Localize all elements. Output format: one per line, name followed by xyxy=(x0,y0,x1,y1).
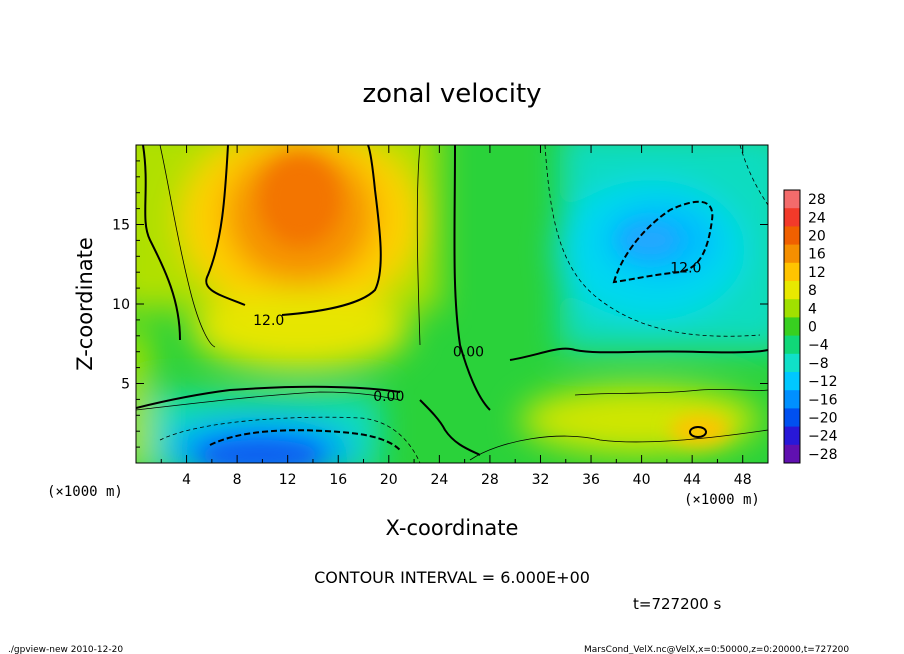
colorbar-label: 20 xyxy=(808,229,826,245)
contour-interval: CONTOUR INTERVAL = 6.000E+00 xyxy=(314,568,590,587)
colorbar-label: −8 xyxy=(808,356,829,372)
colorbar-swatch xyxy=(784,317,800,337)
colorbar: 28 24 20 16 12 8 4 0 −4 −8 −12 −16 −20 −24 −28 xyxy=(783,189,838,464)
x-tick-label: 36 xyxy=(582,472,600,488)
colorbar-label: 12 xyxy=(808,265,826,281)
x-axis: 4 8 12 16 20 24 28 32 36 40 44 48 xyxy=(160,145,752,488)
x-axis-label: X-coordinate xyxy=(386,516,519,540)
contour-label: 0.00 xyxy=(373,389,404,405)
colorbar-label: −24 xyxy=(808,429,838,445)
y-tick-label: 10 xyxy=(112,297,130,313)
contour-label: 12.0 xyxy=(670,260,701,276)
y-tick-label: 15 xyxy=(112,218,130,234)
colorbar-swatch xyxy=(784,208,800,227)
x-tick-label: 24 xyxy=(430,472,448,488)
colorbar-label: 8 xyxy=(808,283,817,299)
colorbar-swatch xyxy=(784,190,800,209)
colorbar-swatch xyxy=(784,444,800,464)
x-tick-label: 8 xyxy=(233,472,242,488)
colorbar-label: 4 xyxy=(808,301,817,317)
colorbar-label: −16 xyxy=(808,392,838,408)
contours-thin xyxy=(136,145,768,461)
contours-dashed xyxy=(159,145,768,463)
y-tick-label: 5 xyxy=(121,377,130,393)
colorbar-swatch xyxy=(784,299,800,318)
colorbar-swatch xyxy=(784,408,800,428)
contours-thick xyxy=(136,145,768,456)
colorbar-swatch xyxy=(784,353,800,373)
contour-label: 0.00 xyxy=(453,345,484,361)
colorbar-swatch xyxy=(784,281,800,300)
x-tick-label: 28 xyxy=(481,472,499,488)
colorbar-frame xyxy=(783,189,801,464)
x-unit-right: (×1000 m) xyxy=(684,492,760,508)
colorbar-swatch xyxy=(784,226,800,246)
footer-left: ./gpview-new 2010-12-20 xyxy=(8,645,123,654)
colorbar-swatch xyxy=(784,262,800,282)
x-unit-left: (×1000 m) xyxy=(47,484,123,500)
x-tick-label: 32 xyxy=(532,472,550,488)
colorbar-label: −20 xyxy=(808,411,838,427)
colorbar-label: −12 xyxy=(808,374,838,390)
plot-area xyxy=(136,145,768,463)
x-tick-label: 48 xyxy=(734,472,752,488)
chart-title: zonal velocity xyxy=(362,79,541,109)
x-tick-label: 20 xyxy=(380,472,398,488)
x-tick-label: 12 xyxy=(279,472,297,488)
colorbar-swatch xyxy=(784,244,800,264)
colorbar-swatch xyxy=(784,390,800,409)
field-detail xyxy=(200,155,730,463)
colorbar-label: 24 xyxy=(808,210,826,226)
colorbar-label: 16 xyxy=(808,247,826,263)
y-axis: 5 10 15 xyxy=(112,160,768,448)
colorbar-swatch xyxy=(784,426,800,446)
colorbar-label: −4 xyxy=(808,338,829,354)
y-axis-label: Z-coordinate xyxy=(73,237,97,371)
time-label: t=727200 s xyxy=(633,595,721,613)
contour-label: 12.0 xyxy=(253,313,284,329)
x-tick-label: 44 xyxy=(683,472,701,488)
colorbar-label: 28 xyxy=(808,192,826,208)
x-tick-label: 40 xyxy=(633,472,651,488)
x-tick-label: 4 xyxy=(182,472,191,488)
colorbar-label: −28 xyxy=(808,447,838,463)
colorbar-label: 0 xyxy=(808,320,817,336)
footer-right: MarsCond_VelX.nc@VelX,x=0:50000,z=0:2000… xyxy=(584,645,849,654)
colorbar-swatch xyxy=(784,372,800,391)
colorbar-swatch xyxy=(784,335,800,355)
x-tick-label: 16 xyxy=(329,472,347,488)
contour-labels: 12.0 12.0 0.00 0.00 xyxy=(253,260,701,405)
